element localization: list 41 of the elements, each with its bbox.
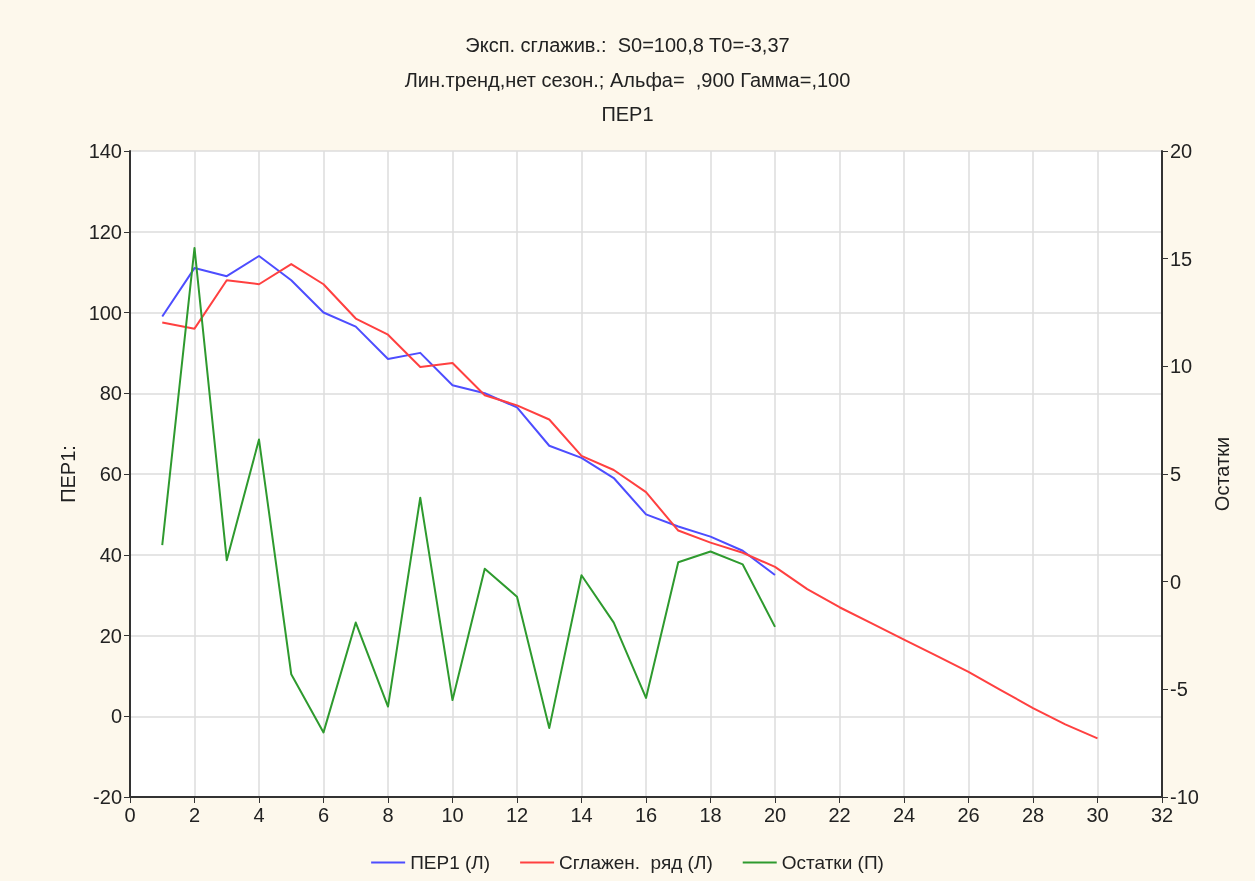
x-tick-label: 26 [957, 804, 980, 826]
x-tick-label: 8 [382, 804, 394, 826]
y-tick-label: 20 [99, 624, 122, 647]
legend-label: Сглажен. ряд (Л) [559, 852, 713, 873]
legend-label: ПЕР1 (Л) [410, 852, 491, 873]
x-tick-label: 2 [188, 804, 201, 826]
y-tick-label: 0 [110, 705, 122, 728]
legend-label: Остатки (П) [781, 852, 884, 873]
chart-title: Эксп. сглажив.: S0=100,8 T0=-3,37 [465, 34, 790, 56]
y-axis-title: ПЕР1: [56, 445, 79, 503]
x-tick-label: 12 [505, 804, 529, 826]
x-tick-label: 24 [892, 804, 916, 826]
line-series [161, 246, 776, 734]
y-tick-label: 80 [99, 382, 122, 405]
x-tick-label: 4 [253, 804, 265, 826]
x-tick-label: 16 [634, 804, 658, 826]
y2-tick-label: -5 [1170, 678, 1188, 701]
y-tick-label: -20 [93, 786, 122, 808]
x-tick-label: 28 [1021, 804, 1045, 826]
x-tick-label: 0 [124, 804, 136, 826]
y2-tick-label: 5 [1170, 463, 1182, 485]
x-tick-label: 22 [828, 804, 851, 826]
x-tick-label: 18 [699, 804, 722, 826]
y2-tick-label: 15 [1170, 247, 1193, 270]
y-tick-label: 40 [99, 543, 122, 566]
y2-tick-label: 10 [1170, 355, 1193, 378]
chart-subtitle: Лин.тренд,нет сезон.; Альфа= ,900 Гамма=,100 ПЕР1 [404, 69, 851, 125]
y2-axis-title: Остатки [1211, 436, 1233, 512]
x-tick-label: 6 [317, 804, 330, 826]
x-tick-label: 20 [763, 804, 787, 826]
x-tick-label: 30 [1086, 804, 1109, 826]
y-tick-label: 120 [88, 220, 122, 243]
x-tick-label: 10 [441, 804, 464, 826]
y-tick-label: 100 [88, 301, 122, 324]
y2-tick-label: 20 [1170, 140, 1193, 162]
x-tick-label: 14 [570, 804, 593, 826]
y-tick-label: 60 [99, 463, 122, 485]
y-tick-label: 140 [88, 140, 122, 162]
line-series [161, 254, 776, 576]
y2-tick-label: 0 [1170, 570, 1182, 593]
line-series [161, 263, 1099, 740]
